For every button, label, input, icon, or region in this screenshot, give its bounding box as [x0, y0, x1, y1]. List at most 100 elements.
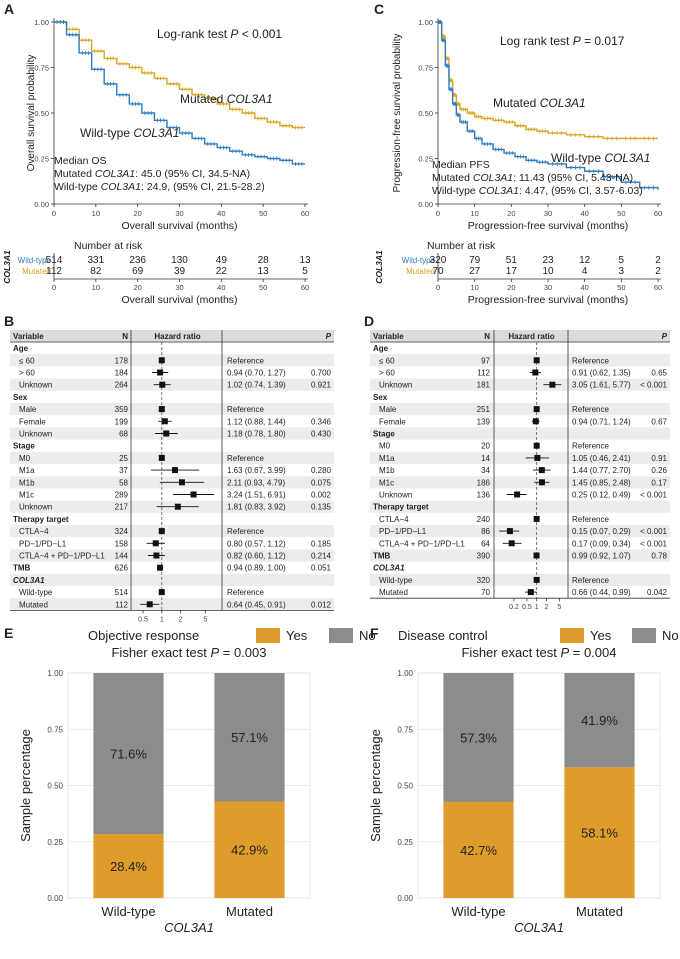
- hazard-ratio-ci: Reference: [227, 454, 264, 463]
- risk-count: 70: [432, 266, 444, 277]
- row-shading: [370, 525, 670, 538]
- y-tick-label: 1.00: [34, 18, 49, 27]
- header-n: N: [484, 332, 490, 341]
- p-value: 0.700: [311, 369, 332, 378]
- risk-x-tick-label: 40: [217, 283, 225, 292]
- median-title: Median PFS: [432, 159, 490, 171]
- text-span: Wild-type: [551, 151, 604, 165]
- hazard-ratio-point: [161, 418, 168, 425]
- n-value: 626: [115, 564, 129, 573]
- y-tick-label: 0.25: [47, 838, 63, 847]
- risk-count: 5: [302, 266, 308, 277]
- x-tick-label: 60: [654, 209, 662, 218]
- hazard-ratio-point: [171, 467, 178, 474]
- legend-swatch: [560, 628, 584, 643]
- text-span: Wild-type: [432, 185, 479, 197]
- hazard-ratio-ci: Reference: [227, 527, 264, 536]
- hazard-ratio-ci: 0.66 (0.44, 0.99): [572, 588, 631, 597]
- panel-letter: A: [4, 1, 14, 17]
- hazard-ratio-ci: 0.15 (0.07, 0.29): [572, 527, 631, 536]
- forest-x-tick-label: 0.2: [509, 604, 519, 611]
- risk-count: 2: [655, 255, 661, 266]
- hazard-ratio-point: [158, 454, 165, 461]
- fisher-test-label: Fisher exact test P = 0.004: [461, 645, 616, 660]
- risk-x-axis-title: Overall survival (months): [121, 294, 237, 306]
- hazard-ratio-point: [158, 357, 165, 364]
- panel-d-forest-pfs: D Variable N Hazard ratio P Age ≤ 60 97 Referenc…: [364, 313, 670, 611]
- risk-count: 22: [216, 266, 228, 277]
- header-background: [10, 330, 334, 342]
- row-shading: [370, 403, 670, 416]
- panel-c-km-pfs: C0 10 20 30 40 50 600.000.250.500.751.00Progre…: [374, 1, 662, 306]
- y-tick-label: 1.00: [418, 18, 433, 27]
- text-span: COL3A1: [540, 96, 586, 110]
- hazard-ratio-point: [538, 467, 545, 474]
- legend-label: No: [359, 628, 376, 643]
- variable-label: M1b: [19, 478, 35, 487]
- header-n: N: [122, 332, 128, 341]
- risk-count: 12: [579, 255, 591, 266]
- header-background: [370, 330, 670, 342]
- forest-x-tick-label: 2: [179, 616, 183, 623]
- n-value: 70: [481, 588, 490, 597]
- variable-label: Male: [379, 405, 397, 414]
- variable-label: M1b: [379, 466, 395, 475]
- y-tick-label: 0.25: [397, 838, 413, 847]
- risk-x-tick-label: 0: [436, 283, 440, 292]
- hazard-ratio-point: [534, 454, 541, 461]
- variable-label: CTLA−4 + PD−1/PD−L1: [19, 552, 105, 561]
- text-span: Wild-type: [80, 126, 133, 140]
- n-value: 178: [115, 356, 129, 365]
- forest-x-tick-label: 5: [203, 616, 207, 623]
- n-value: 251: [477, 405, 491, 414]
- hazard-ratio-ci: 1.81 (0.83, 3.92): [227, 503, 286, 512]
- x-tick-label: 20: [507, 209, 515, 218]
- variable-label: Wild-type: [379, 576, 413, 585]
- text-span: Mutated: [54, 168, 95, 180]
- hazard-ratio-ci: 0.94 (0.89, 1.00): [227, 564, 286, 573]
- risk-row-label: Mutated: [406, 267, 435, 276]
- hazard-ratio-ci: Reference: [572, 405, 609, 414]
- hazard-ratio-point: [533, 442, 540, 449]
- hazard-ratio-point: [153, 552, 160, 559]
- y-tick-label: 0.50: [418, 109, 433, 118]
- y-tick-label: 0.75: [34, 64, 49, 73]
- p-value: < 0.001: [640, 539, 667, 548]
- risk-count: 23: [542, 255, 554, 266]
- risk-x-tick-label: 40: [580, 283, 588, 292]
- bar-segment-no: [214, 673, 285, 802]
- row-shading: [370, 354, 670, 367]
- risk-count: 51: [506, 255, 518, 266]
- risk-x-tick-label: 20: [507, 283, 515, 292]
- text-span: COL3A1: [95, 168, 135, 180]
- row-shading: [10, 525, 334, 538]
- hazard-ratio-ci: 2.11 (0.93, 4.79): [227, 478, 285, 487]
- hazard-ratio-point: [163, 430, 170, 437]
- hazard-ratio-point: [533, 515, 540, 522]
- risk-count: 17: [506, 266, 518, 277]
- hazard-ratio-ci: 0.25 (0.12, 0.49): [572, 491, 631, 500]
- variable-label: Age: [373, 344, 389, 353]
- risk-x-tick-label: 50: [617, 283, 625, 292]
- text-span: P: [573, 34, 581, 48]
- risk-count: 3: [619, 266, 625, 277]
- risk-count: 79: [469, 255, 481, 266]
- legend-swatch: [632, 628, 656, 643]
- variable-label: Unknown: [19, 381, 52, 390]
- legend-label: Yes: [590, 628, 612, 643]
- text-span: Fisher exact test: [111, 645, 210, 660]
- fisher-test-label: Fisher exact test P = 0.003: [111, 645, 266, 660]
- hazard-ratio-ci: Reference: [227, 405, 264, 414]
- hazard-ratio-ci: Reference: [572, 442, 609, 451]
- variable-label: Unknown: [19, 503, 52, 512]
- hazard-ratio-point: [532, 418, 539, 425]
- hazard-ratio-point: [157, 369, 164, 376]
- risk-count: 13: [258, 266, 270, 277]
- x-axis-title: COL3A1: [514, 920, 564, 935]
- y-tick-label: 0.25: [34, 155, 49, 164]
- hazard-ratio-ci: Reference: [227, 356, 264, 365]
- hazard-ratio-point: [533, 357, 540, 364]
- risk-count: 514: [46, 255, 63, 266]
- n-value: 184: [115, 369, 129, 378]
